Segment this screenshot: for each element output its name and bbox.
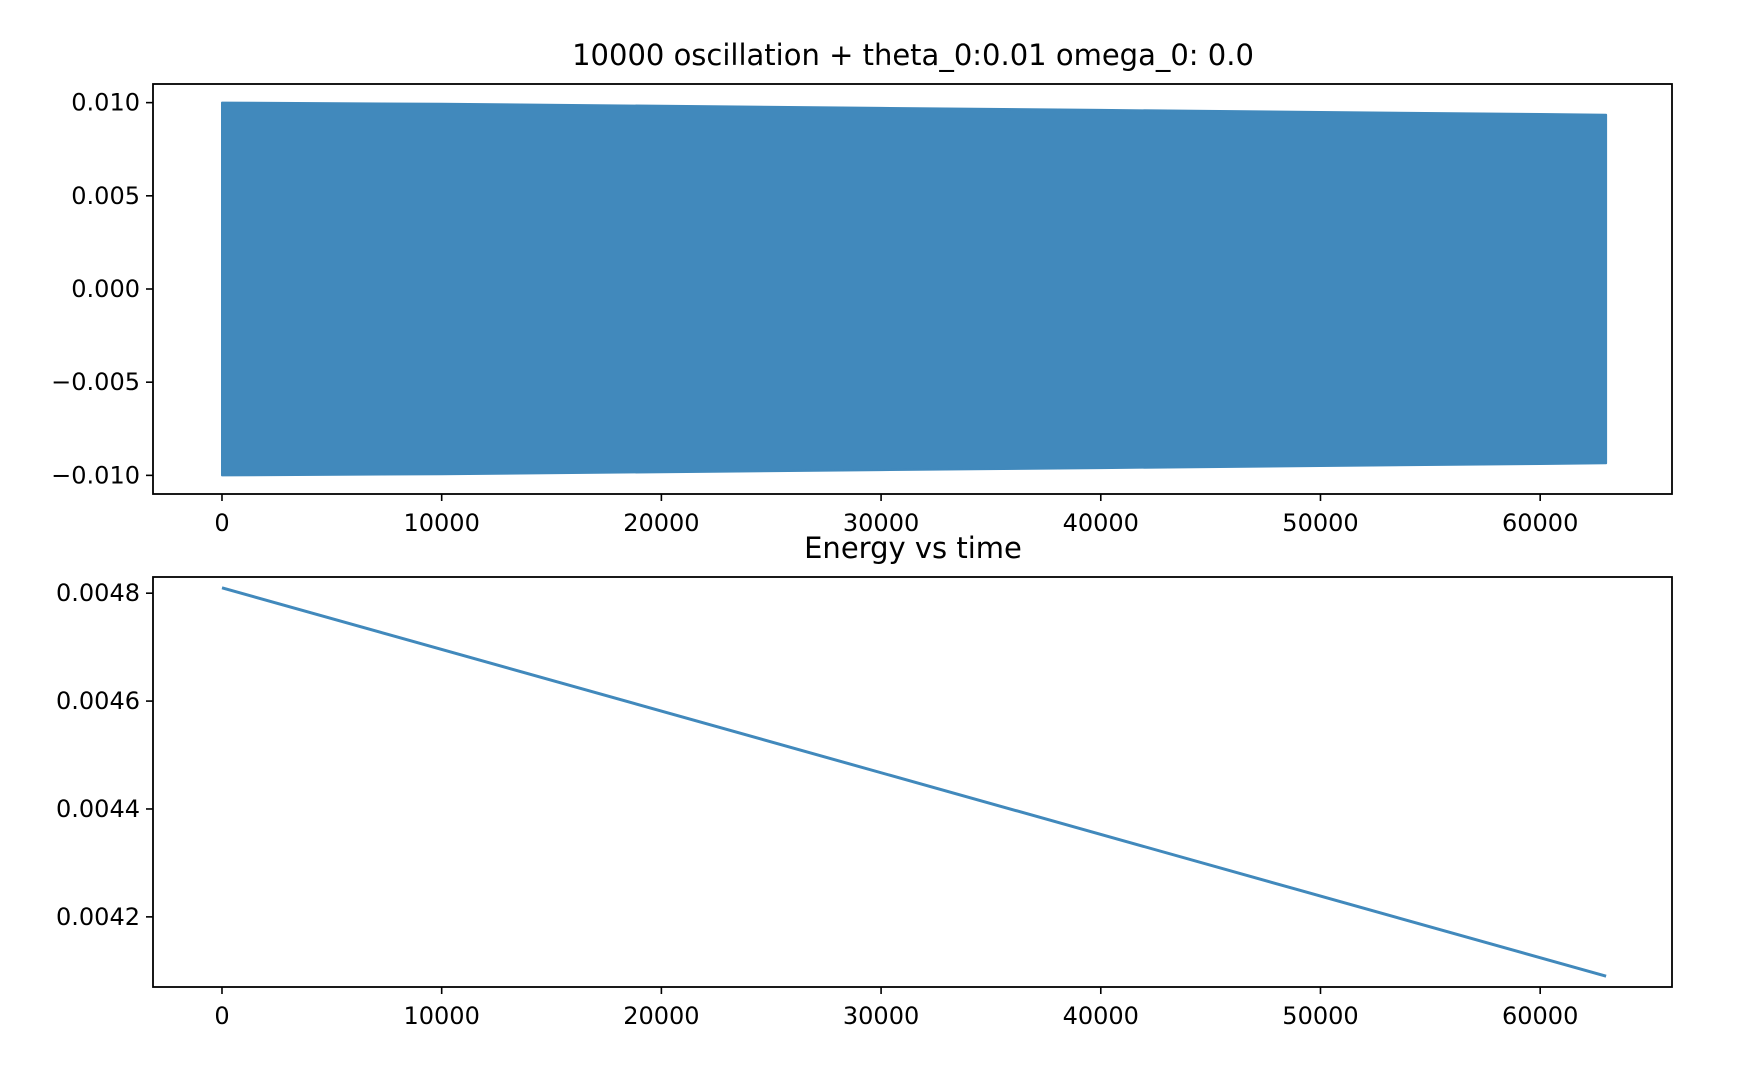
oscillation-plot-y-tick-label: −0.005 xyxy=(51,368,140,396)
oscillation-plot-y-tick-label: 0.005 xyxy=(71,182,140,210)
oscillation-plot-oscillation-band xyxy=(221,101,1608,477)
energy-plot-y-tick-label: 0.0042 xyxy=(56,903,140,931)
energy-plot-x-tick-label: 0 xyxy=(214,1002,229,1030)
oscillation-plot-x-tick-label: 50000 xyxy=(1282,509,1358,537)
energy-plot-x-tick-label: 10000 xyxy=(404,1002,480,1030)
oscillation-plot-x-tick-label: 10000 xyxy=(404,509,480,537)
energy-plot-x-tick-label: 50000 xyxy=(1282,1002,1358,1030)
energy-plot-x-tick-label: 60000 xyxy=(1502,1002,1578,1030)
oscillation-plot-x-axis: 0 10000 20000 30000 40000 50000 60000 xyxy=(214,494,1578,537)
energy-plot-energy-line xyxy=(221,586,1607,978)
oscillation-plot: 10000 oscillation + theta_0:0.01 omega_0… xyxy=(51,38,1673,537)
energy-plot-x-axis: 0 10000 20000 30000 40000 50000 60000 xyxy=(214,987,1578,1030)
energy-plot-y-tick-label: 0.0044 xyxy=(56,795,140,823)
oscillation-plot-y-tick-label: −0.010 xyxy=(51,461,140,489)
energy-plot-marks xyxy=(221,586,1607,978)
oscillation-plot-title: 10000 oscillation + theta_0:0.01 omega_0… xyxy=(572,38,1254,72)
energy-plot-x-tick-label: 30000 xyxy=(843,1002,919,1030)
oscillation-plot-x-tick-label: 20000 xyxy=(623,509,699,537)
energy-plot: Energy vs time 0 10000 20000 30000 40000 5000… xyxy=(56,531,1673,1030)
energy-plot-y-axis: 0.0048 0.0046 0.0044 0.0042 xyxy=(56,579,153,931)
energy-plot-title: Energy vs time xyxy=(804,531,1022,565)
oscillation-plot-x-tick-label: 0 xyxy=(214,509,229,537)
oscillation-plot-x-tick-label: 40000 xyxy=(1063,509,1139,537)
oscillation-plot-x-tick-label: 60000 xyxy=(1502,509,1578,537)
energy-plot-frame xyxy=(152,576,1673,988)
energy-plot-x-tick-label: 20000 xyxy=(623,1002,699,1030)
oscillation-plot-y-axis: 0.010 0.005 0.000 −0.005 −0.010 xyxy=(51,89,153,489)
oscillation-plot-y-tick-label: 0.010 xyxy=(71,89,140,117)
energy-plot-y-tick-label: 0.0048 xyxy=(56,579,140,607)
energy-plot-x-tick-label: 40000 xyxy=(1063,1002,1139,1030)
oscillation-plot-marks xyxy=(221,101,1608,477)
oscillation-plot-y-tick-label: 0.000 xyxy=(71,275,140,303)
oscillation-plot-x-tick-label: 30000 xyxy=(843,509,919,537)
energy-plot-y-tick-label: 0.0046 xyxy=(56,687,140,715)
